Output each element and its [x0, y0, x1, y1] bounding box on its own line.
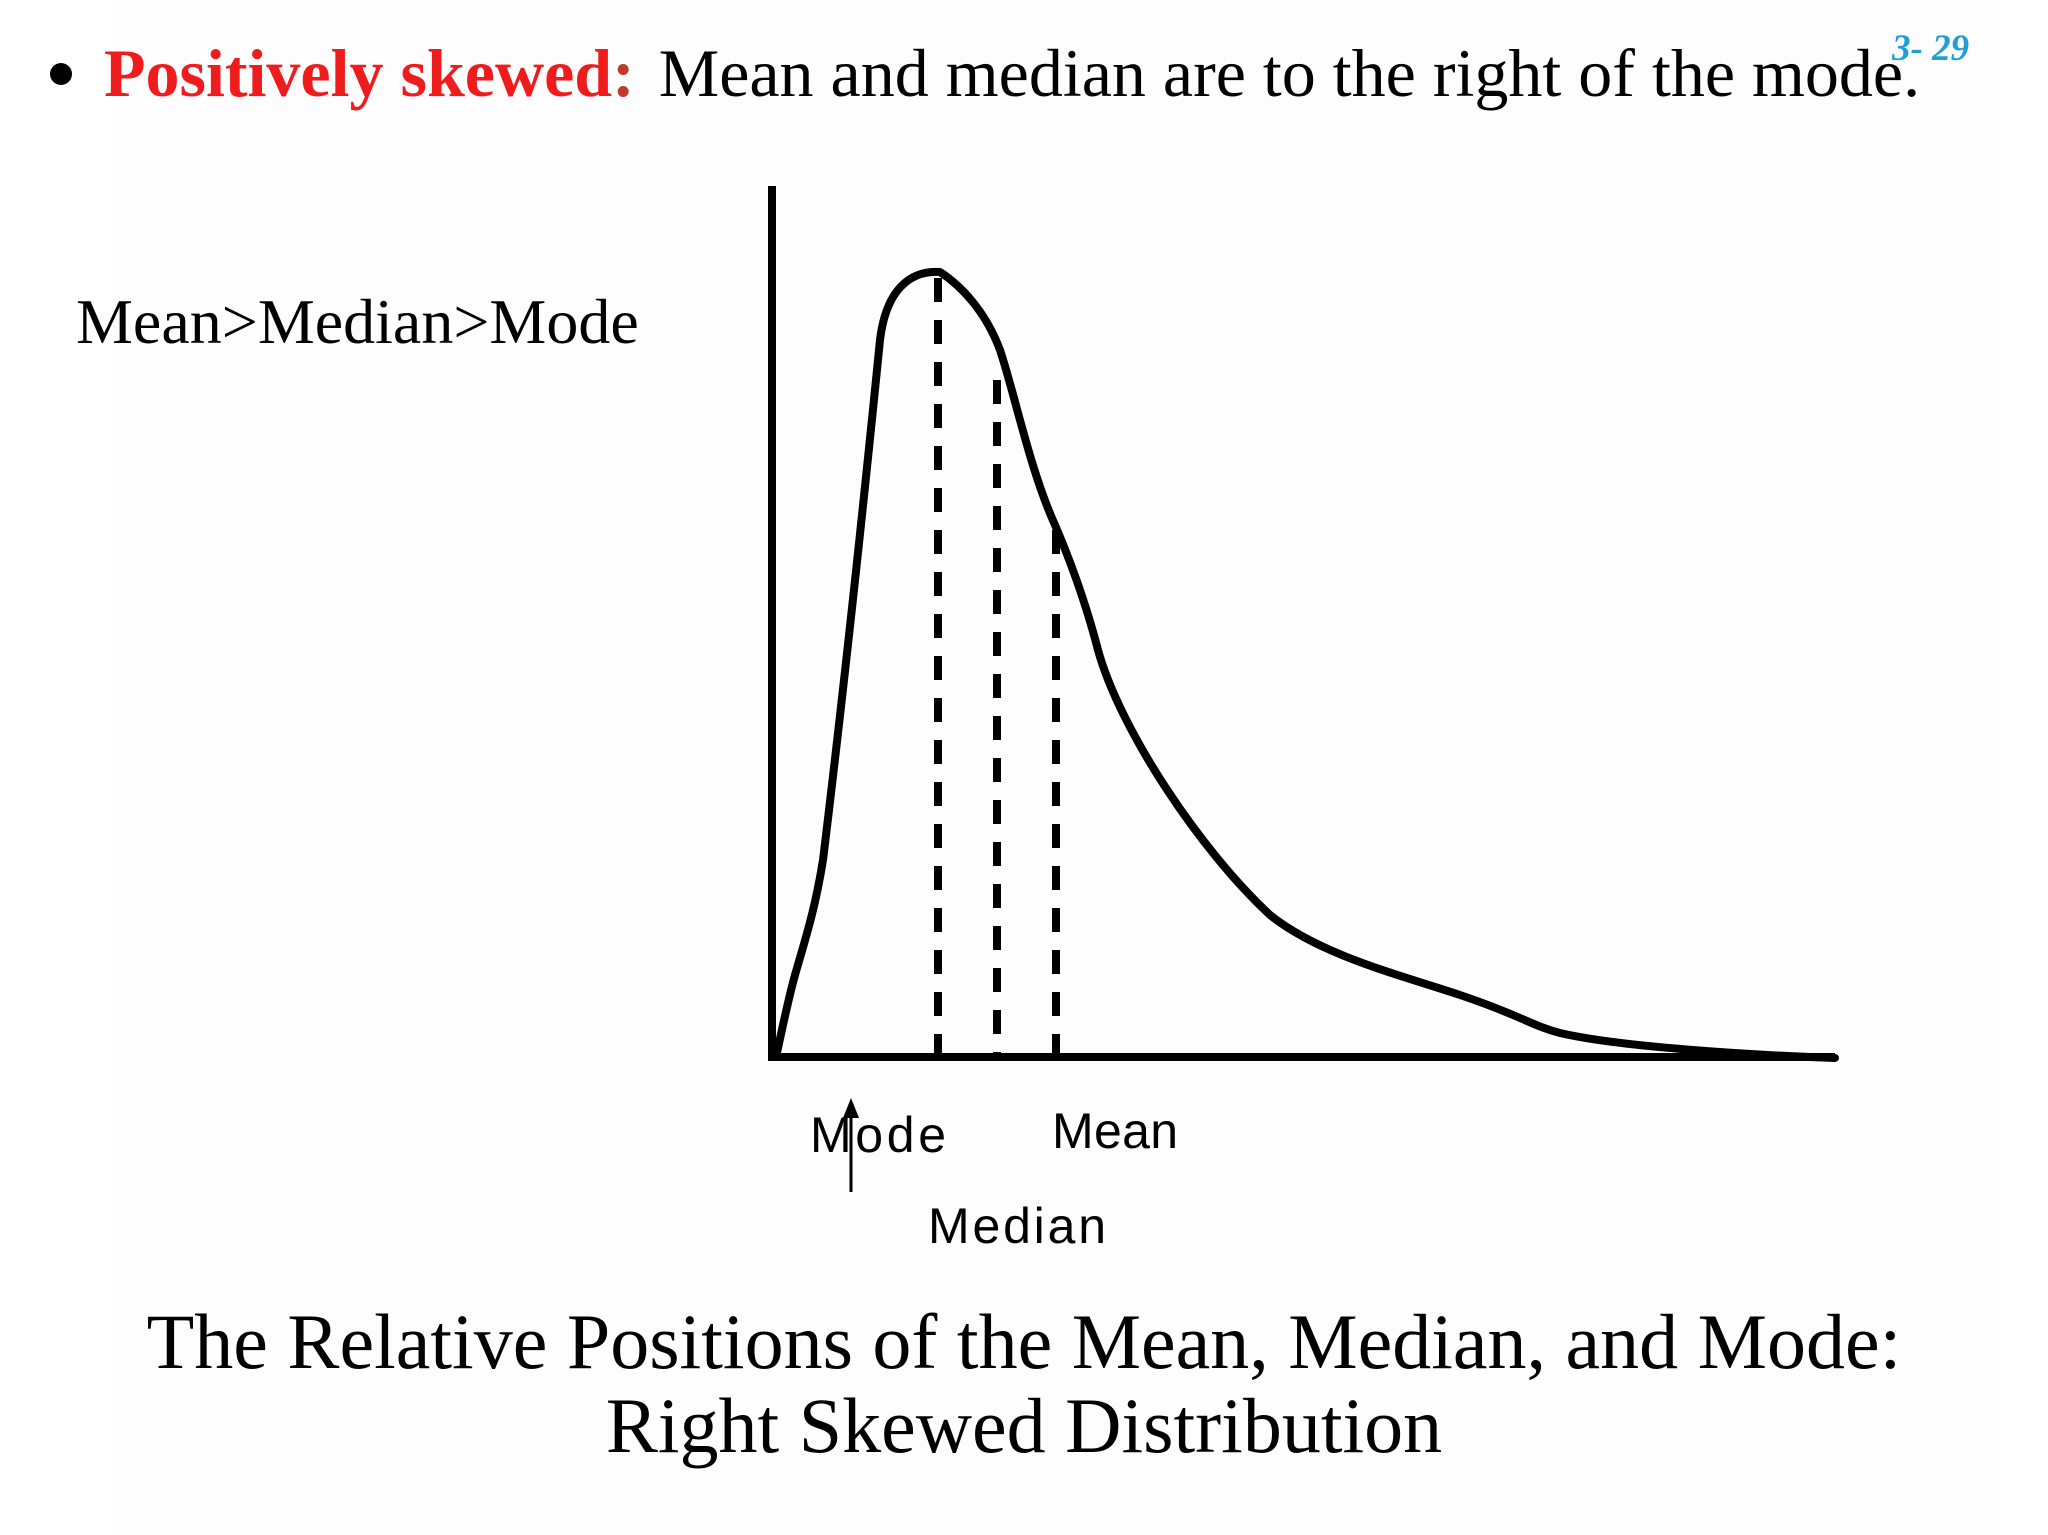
slide-caption: The Relative Positions of the Mean, Medi…	[0, 1300, 2048, 1468]
relation-text: Mean>Median>Mode	[76, 286, 639, 357]
distribution-curve	[772, 267, 1839, 1062]
slide-background	[118, 0, 1998, 1535]
slide-number: 3- 29	[1892, 28, 1970, 69]
mode-arrow-icon	[843, 1098, 859, 1118]
caption-line-1: The Relative Positions of the Mean, Medi…	[146, 1298, 1902, 1385]
median-label: Median	[928, 1198, 1106, 1254]
bullet-dot-icon	[50, 63, 72, 86]
bullet-term: Positively skewed	[104, 35, 613, 111]
bullet-colon: :	[612, 35, 635, 111]
caption-line-2: Right Skewed Distribution	[605, 1382, 1443, 1469]
mean-label: Mean	[1052, 1103, 1178, 1159]
mode-label: Mode	[810, 1107, 946, 1163]
bullet-text: Mean and median are to the right of the …	[658, 35, 1921, 111]
bullet-point: Positively skewed: Mean and median are to…	[50, 36, 1920, 111]
